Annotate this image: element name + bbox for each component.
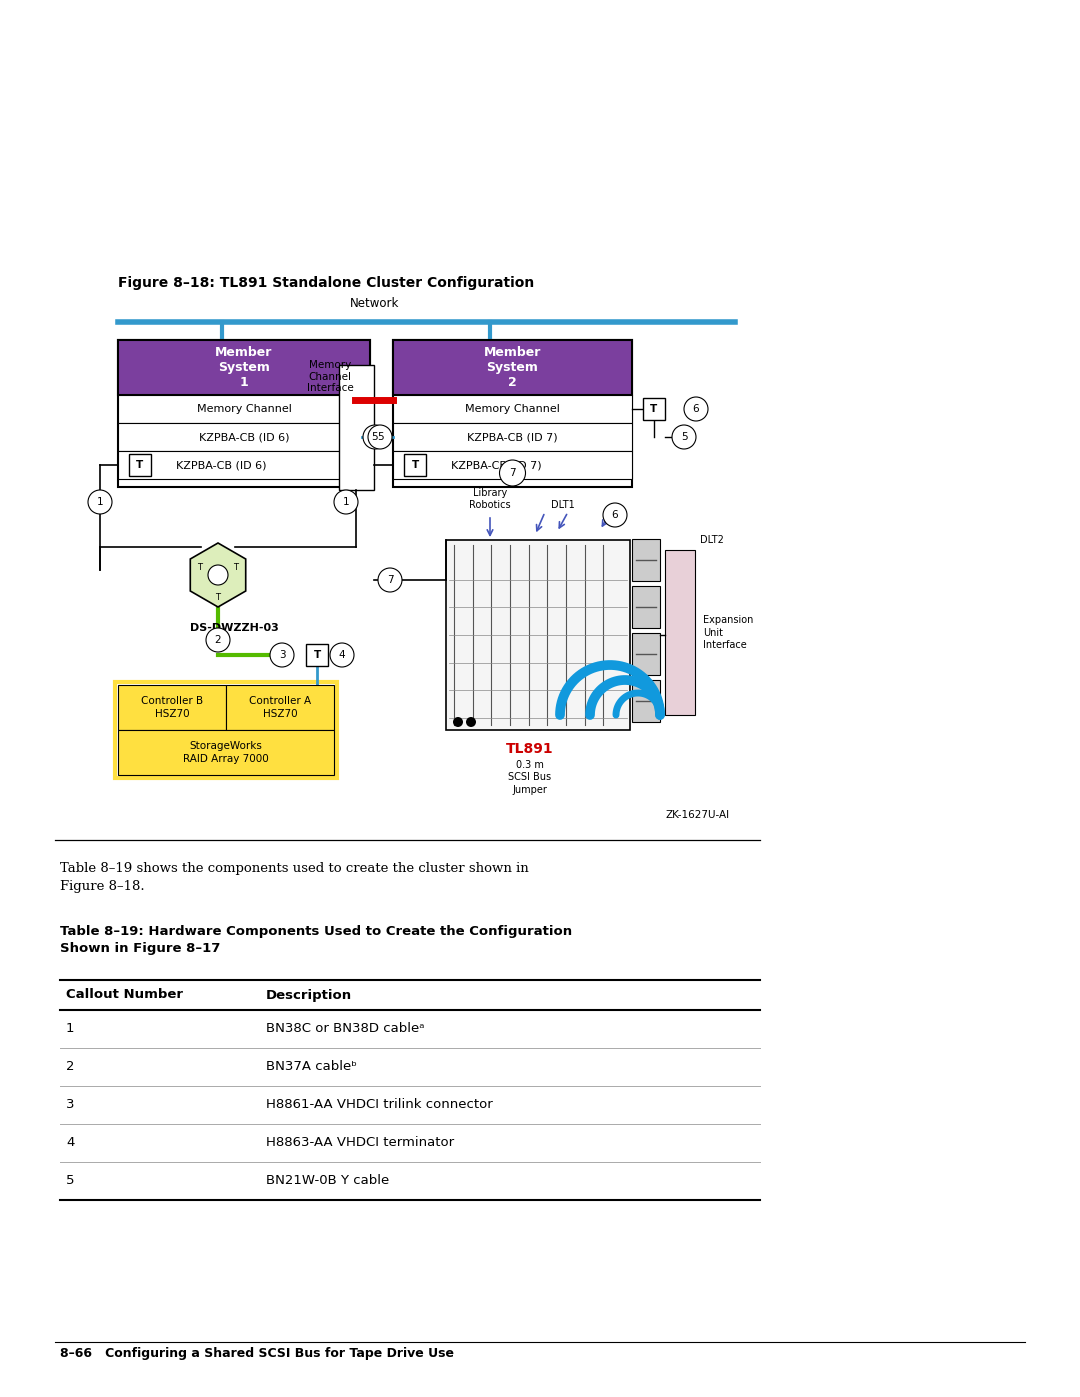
Text: 1: 1 bbox=[66, 1023, 75, 1035]
Text: T: T bbox=[233, 563, 239, 571]
Text: 6: 6 bbox=[692, 404, 700, 414]
Text: ZK-1627U-AI: ZK-1627U-AI bbox=[666, 810, 730, 820]
Bar bbox=[404, 454, 426, 476]
Text: Member
System
2: Member System 2 bbox=[484, 346, 541, 388]
Text: Description: Description bbox=[266, 989, 352, 1002]
Text: H8861-AA VHDCI trilink connector: H8861-AA VHDCI trilink connector bbox=[266, 1098, 492, 1112]
Circle shape bbox=[270, 643, 294, 666]
Bar bbox=[114, 682, 337, 778]
Text: T: T bbox=[313, 650, 321, 659]
Circle shape bbox=[330, 643, 354, 666]
Text: TL891: TL891 bbox=[507, 742, 554, 756]
Bar bbox=[632, 539, 660, 581]
Text: BN38C or BN38D cableᵃ: BN38C or BN38D cableᵃ bbox=[266, 1023, 424, 1035]
Text: KZPBA-CB (ID 6): KZPBA-CB (ID 6) bbox=[199, 432, 289, 441]
Circle shape bbox=[208, 564, 228, 585]
Text: KZPBA-CB (ID 7): KZPBA-CB (ID 7) bbox=[451, 460, 542, 469]
Bar bbox=[632, 680, 660, 722]
Circle shape bbox=[453, 717, 463, 726]
Text: 2: 2 bbox=[215, 636, 221, 645]
Bar bbox=[632, 585, 660, 629]
Text: Controller B
HSZ70: Controller B HSZ70 bbox=[140, 696, 203, 718]
Text: T: T bbox=[650, 404, 658, 414]
Bar bbox=[118, 685, 226, 731]
Bar bbox=[129, 454, 151, 476]
Circle shape bbox=[87, 490, 112, 514]
Text: Member
System
1: Member System 1 bbox=[215, 346, 272, 388]
Text: 5: 5 bbox=[372, 432, 378, 441]
Bar bbox=[306, 644, 328, 666]
Text: Library
Robotics: Library Robotics bbox=[469, 489, 511, 510]
Text: Figure 8–18: TL891 Standalone Cluster Configuration: Figure 8–18: TL891 Standalone Cluster Co… bbox=[118, 277, 535, 291]
Text: 8–66   Configuring a Shared SCSI Bus for Tape Drive Use: 8–66 Configuring a Shared SCSI Bus for T… bbox=[60, 1347, 454, 1361]
Text: 4: 4 bbox=[66, 1137, 75, 1150]
Text: DLT1: DLT1 bbox=[551, 500, 575, 510]
Text: 6: 6 bbox=[611, 510, 619, 520]
Text: 1: 1 bbox=[342, 497, 349, 507]
Text: Memory
Channel
Interface: Memory Channel Interface bbox=[307, 360, 353, 393]
Text: 5: 5 bbox=[66, 1175, 75, 1187]
Bar bbox=[118, 339, 370, 395]
Text: KZPBA-CB (ID 7): KZPBA-CB (ID 7) bbox=[468, 432, 557, 441]
Circle shape bbox=[603, 503, 627, 527]
Circle shape bbox=[368, 425, 392, 448]
Bar bbox=[118, 423, 370, 451]
Text: Memory Channel: Memory Channel bbox=[465, 404, 559, 414]
Bar bbox=[393, 339, 632, 488]
Text: Table 8–19 shows the components used to create the cluster shown in
Figure 8–18.: Table 8–19 shows the components used to … bbox=[60, 862, 529, 893]
Text: 5: 5 bbox=[680, 432, 687, 441]
Text: T: T bbox=[411, 460, 419, 469]
Text: Table 8–19: Hardware Components Used to Create the Configuration
Shown in Figure: Table 8–19: Hardware Components Used to … bbox=[60, 925, 572, 956]
Text: T: T bbox=[136, 460, 144, 469]
Bar bbox=[393, 451, 632, 479]
Text: 3: 3 bbox=[279, 650, 285, 659]
Circle shape bbox=[499, 460, 526, 486]
Circle shape bbox=[363, 425, 387, 448]
Bar bbox=[338, 365, 374, 490]
Text: 0.3 m
SCSI Bus
Jumper: 0.3 m SCSI Bus Jumper bbox=[509, 760, 552, 795]
Bar bbox=[643, 398, 665, 420]
Text: Memory Channel: Memory Channel bbox=[197, 404, 292, 414]
Text: 4: 4 bbox=[339, 650, 346, 659]
Bar bbox=[226, 685, 334, 731]
Bar bbox=[118, 451, 370, 479]
Text: 5: 5 bbox=[377, 432, 383, 441]
Circle shape bbox=[334, 490, 357, 514]
Text: BN37A cableᵇ: BN37A cableᵇ bbox=[266, 1060, 357, 1073]
Circle shape bbox=[378, 569, 402, 592]
Text: KZPBA-CB (ID 6): KZPBA-CB (ID 6) bbox=[176, 460, 267, 469]
Text: Callout Number: Callout Number bbox=[66, 989, 183, 1002]
Circle shape bbox=[206, 629, 230, 652]
Bar bbox=[393, 339, 632, 395]
Bar bbox=[118, 731, 334, 775]
Bar bbox=[393, 395, 632, 423]
Text: 7: 7 bbox=[509, 468, 516, 478]
Text: T: T bbox=[198, 563, 203, 571]
Text: H8863-AA VHDCI terminator: H8863-AA VHDCI terminator bbox=[266, 1137, 454, 1150]
Bar bbox=[632, 633, 660, 675]
Text: 3: 3 bbox=[66, 1098, 75, 1112]
Bar bbox=[393, 423, 632, 451]
Text: BN21W-0B Y cable: BN21W-0B Y cable bbox=[266, 1175, 389, 1187]
Text: 2: 2 bbox=[66, 1060, 75, 1073]
Text: 7: 7 bbox=[387, 576, 393, 585]
Text: DS-DWZZH-03: DS-DWZZH-03 bbox=[190, 623, 279, 633]
Bar bbox=[446, 541, 630, 731]
Circle shape bbox=[684, 397, 708, 420]
Text: 1: 1 bbox=[97, 497, 104, 507]
Bar bbox=[118, 339, 370, 488]
Circle shape bbox=[465, 717, 476, 726]
Polygon shape bbox=[190, 543, 246, 608]
Text: Network: Network bbox=[350, 298, 400, 310]
Text: T: T bbox=[216, 592, 220, 602]
Text: StorageWorks
RAID Array 7000: StorageWorks RAID Array 7000 bbox=[184, 742, 269, 764]
Text: Controller A
HSZ70: Controller A HSZ70 bbox=[248, 696, 311, 718]
Text: DLT2: DLT2 bbox=[700, 535, 724, 545]
Text: Expansion
Unit
Interface: Expansion Unit Interface bbox=[703, 615, 754, 650]
Bar bbox=[118, 395, 370, 423]
Bar bbox=[665, 550, 696, 715]
Circle shape bbox=[672, 425, 696, 448]
